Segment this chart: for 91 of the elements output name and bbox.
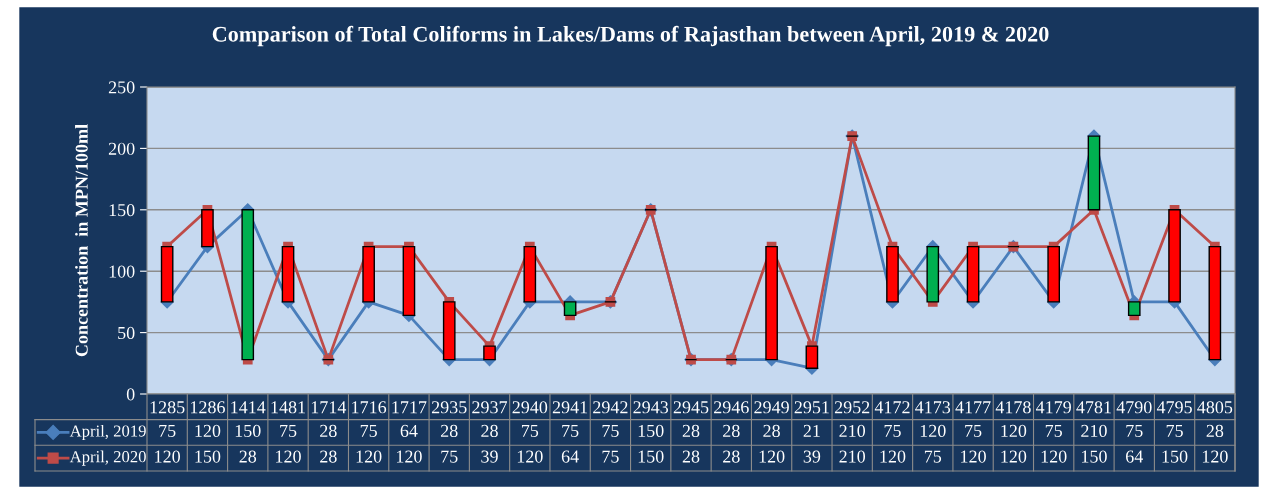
data-label: 75 — [1045, 424, 1062, 437]
x-tick-label: 4179 — [1035, 401, 1071, 414]
y-tick-label: 150 — [109, 204, 135, 217]
x-tick-label: 2949 — [754, 401, 789, 414]
x-tick-label: 4795 — [1156, 401, 1192, 414]
data-label: 150 — [1082, 450, 1107, 463]
x-tick-label: 2942 — [593, 401, 628, 414]
data-label: 64 — [561, 450, 579, 463]
data-label: 28 — [440, 424, 458, 437]
chart-title: Comparison of Total Coliforms in Lakes/Dams of Rajasthan between April, 2019 & 2020 — [212, 25, 1049, 47]
data-label: 28 — [723, 450, 740, 463]
data-label: 28 — [682, 424, 700, 437]
x-tick-label: 2952 — [834, 401, 870, 414]
data-label: 75 — [521, 424, 539, 437]
data-label: 64 — [400, 424, 418, 437]
x-tick-label: 2945 — [673, 401, 709, 414]
data-label: 28 — [320, 450, 337, 463]
x-tick-label: 2951 — [794, 401, 829, 414]
x-tick-label: 2935 — [431, 401, 467, 414]
x-tick-label: 2943 — [633, 401, 669, 414]
data-label: 75 — [884, 424, 901, 437]
data-label: 150 — [235, 424, 261, 437]
data-label: 120 — [1202, 450, 1228, 463]
data-label: 28 — [763, 424, 780, 437]
data-label: 120 — [356, 450, 382, 463]
legend-label: April, 2020 — [69, 450, 146, 466]
x-tick-label: 4177 — [955, 401, 991, 414]
x-tick-label: 1414 — [231, 401, 266, 414]
x-tick-label: 4781 — [1076, 401, 1111, 414]
data-label: 21 — [803, 424, 820, 437]
x-tick-label: 1716 — [352, 401, 387, 414]
data-label: 28 — [239, 450, 257, 463]
x-tick-label: 1714 — [311, 401, 347, 414]
y-tick-label: 200 — [108, 142, 135, 155]
data-label: 210 — [839, 450, 866, 463]
y-tick-label: 0 — [126, 388, 135, 401]
data-label: 39 — [803, 450, 821, 463]
data-label: 75 — [924, 450, 942, 463]
data-label: 120 — [1001, 424, 1027, 437]
data-label: 120 — [880, 450, 906, 463]
x-tick-label: 4172 — [874, 401, 910, 414]
data-label: 120 — [1041, 450, 1067, 463]
x-tick-label: 4805 — [1197, 401, 1233, 414]
data-label: 210 — [839, 424, 866, 437]
x-tick-label: 4178 — [995, 401, 1031, 414]
x-tick-label: 2946 — [714, 401, 749, 414]
data-label: 150 — [195, 450, 221, 463]
data-label: 120 — [920, 424, 946, 437]
data-label: 28 — [1206, 424, 1224, 437]
data-label: 75 — [602, 424, 619, 437]
data-label: 75 — [1166, 424, 1183, 437]
data-label: 28 — [481, 424, 498, 437]
data-label: 120 — [396, 450, 422, 463]
x-tick-label: 2940 — [512, 401, 548, 414]
data-label: 150 — [1162, 450, 1188, 463]
data-label: 39 — [481, 450, 498, 463]
y-tick-label: 50 — [118, 326, 135, 340]
data-label: 75 — [159, 424, 176, 437]
x-tick-label: 4173 — [915, 401, 951, 414]
x-tick-label: 1717 — [392, 401, 427, 414]
legend-label: April, 2019 — [69, 424, 146, 441]
data-label: 75 — [562, 424, 579, 437]
data-label: 75 — [280, 424, 297, 437]
data-label: 75 — [360, 424, 377, 437]
data-label: 75 — [1126, 424, 1143, 437]
data-label: 28 — [682, 450, 700, 463]
data-label: 120 — [759, 450, 785, 463]
data-label: 210 — [1081, 424, 1107, 437]
y-axis-title: Concentration in MPN/100ml — [75, 124, 88, 357]
x-tick-label: 1481 — [271, 401, 306, 414]
y-tick-label: 100 — [109, 265, 135, 278]
x-tick-label: 4790 — [1116, 401, 1152, 414]
data-label: 150 — [638, 450, 664, 463]
data-label: 28 — [320, 424, 337, 437]
x-tick-label: 2937 — [472, 401, 508, 414]
data-label: 28 — [723, 424, 740, 437]
x-tick-label: 1286 — [190, 401, 225, 414]
data-label: 75 — [965, 424, 982, 437]
x-tick-label: 2941 — [552, 401, 588, 414]
y-tick-label: 250 — [108, 81, 135, 94]
data-label: 64 — [1126, 450, 1144, 463]
data-label: 75 — [441, 450, 458, 463]
data-label: 150 — [638, 424, 664, 437]
data-label: 120 — [961, 450, 986, 463]
data-label: 120 — [276, 450, 301, 463]
data-label: 120 — [155, 450, 180, 463]
x-tick-label: 1285 — [150, 401, 185, 414]
data-label: 120 — [517, 450, 543, 463]
data-label: 75 — [602, 450, 619, 463]
data-label: 120 — [195, 424, 221, 437]
data-label: 120 — [1001, 450, 1027, 463]
